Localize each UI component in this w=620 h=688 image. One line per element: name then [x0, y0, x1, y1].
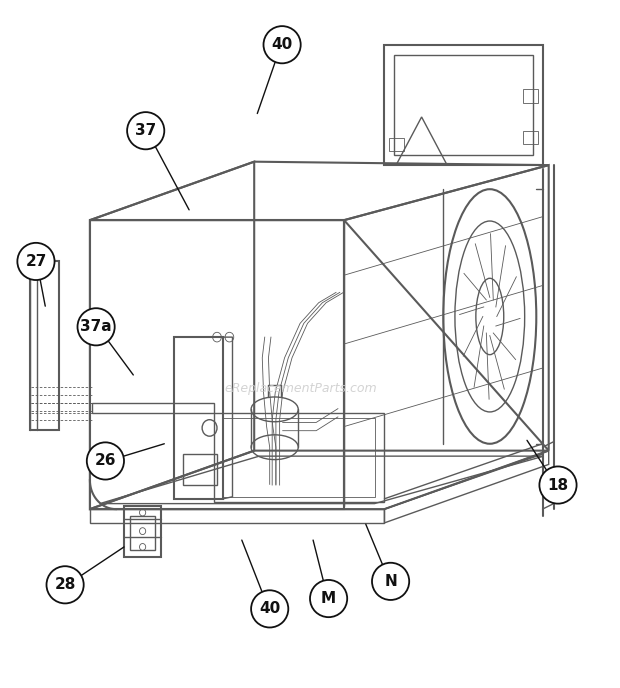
Ellipse shape	[46, 566, 84, 603]
Text: M: M	[321, 591, 336, 606]
Text: N: N	[384, 574, 397, 589]
Text: 27: 27	[25, 254, 46, 269]
Ellipse shape	[17, 243, 55, 280]
Text: 40: 40	[272, 37, 293, 52]
Ellipse shape	[87, 442, 124, 480]
Ellipse shape	[310, 580, 347, 617]
Text: 28: 28	[55, 577, 76, 592]
Ellipse shape	[264, 26, 301, 63]
Ellipse shape	[372, 563, 409, 600]
Text: eReplacementParts.com: eReplacementParts.com	[224, 383, 377, 395]
Ellipse shape	[78, 308, 115, 345]
Text: 26: 26	[95, 453, 116, 469]
Ellipse shape	[127, 112, 164, 149]
Ellipse shape	[539, 466, 577, 504]
Text: 37: 37	[135, 123, 156, 138]
Text: 40: 40	[259, 601, 280, 616]
Ellipse shape	[251, 590, 288, 627]
Text: 18: 18	[547, 477, 569, 493]
Text: 37a: 37a	[80, 319, 112, 334]
